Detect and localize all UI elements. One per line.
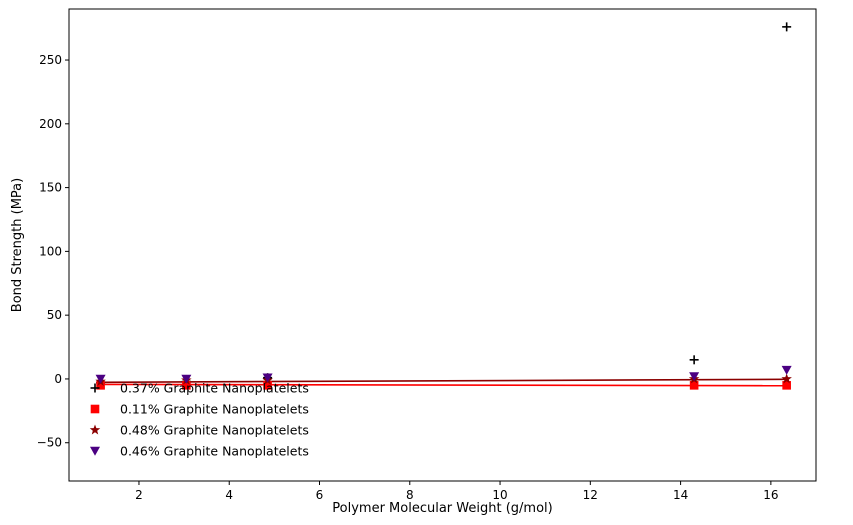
fit-line-series-2 [100,378,787,384]
y-tick-label: 100 [39,244,62,258]
y-tick-label: 150 [39,181,62,195]
y-tick-label: 250 [39,53,62,67]
data-point-series-0 [689,355,699,365]
x-tick-label: 4 [225,488,233,502]
x-tick-label: 2 [135,488,143,502]
fit-lines [100,378,787,387]
data-point-series-0 [782,22,792,32]
y-tick-label: 50 [47,308,62,322]
legend-marker-2 [89,424,101,435]
data-point-series-3 [95,374,106,384]
data-point-series-1 [96,381,105,390]
x-tick-label: 14 [673,488,688,502]
legend-marker-3 [90,446,100,456]
fit-line-series-1 [100,383,787,387]
y-tick-label: 0 [54,372,62,386]
axes: 2 4 6 8 10 12 14 16 −50 0 50 100 150 200 250 [37,53,779,502]
x-tick-label: 8 [406,488,414,502]
data-point-series-3 [181,374,192,384]
x-tick-label: 16 [763,488,778,502]
x-tick-label: 6 [316,488,324,502]
data-point-series-3 [689,372,700,382]
legend-label-3: 0.46% Graphite Nanoplatelets [120,444,309,459]
legend-label-1: 0.11% Graphite Nanoplatelets [120,402,309,417]
x-tick-label: 12 [583,488,598,502]
data-points [95,22,792,390]
data-point-series-2 [781,373,792,384]
x-tick-label: 10 [492,488,507,502]
y-tick-label: −50 [37,436,62,450]
data-point-series-1 [782,381,791,390]
legend-marker-1 [90,404,100,414]
legend-label-2: 0.48% Graphite Nanoplatelets [120,423,309,438]
data-point-series-1 [263,381,272,390]
data-point-series-3 [262,373,273,383]
data-point-series-1 [689,381,699,390]
plot-frame [68,8,817,482]
data-point-series-1 [182,381,191,390]
legend-marker-0 [90,383,100,393]
data-point-series-3 [781,365,792,375]
y-axis-label: Bond Strength (MPa) [10,178,25,312]
y-tick-label: 200 [39,117,62,131]
legend: 0.37% Graphite Nanoplatelets 0.11% Graphi… [89,381,309,459]
x-axis-label: Polymer Molecular Weight (g/mol) [332,501,552,516]
legend-label-0: 0.37% Graphite Nanoplatelets [120,381,309,396]
